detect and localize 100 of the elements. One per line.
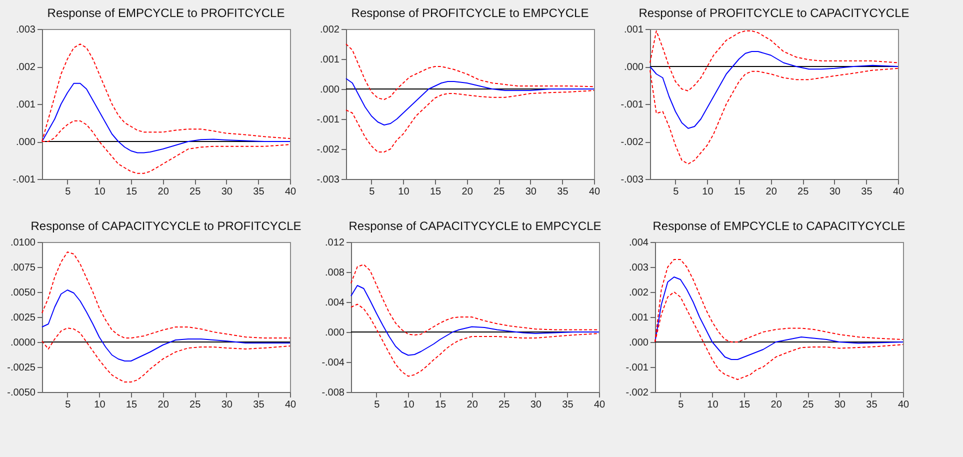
y-tick-label: .008 <box>325 268 345 278</box>
x-tick-label: 30 <box>525 186 537 198</box>
y-tick-label: .0075 <box>10 262 36 274</box>
x-tick-label: 30 <box>834 400 846 410</box>
x-tick-label: 25 <box>494 186 506 198</box>
y-tick-label: -.0050 <box>7 388 36 398</box>
y-tick-label: -.001 <box>12 174 36 186</box>
x-tick-label: 35 <box>253 400 265 410</box>
x-tick-label: 15 <box>434 400 447 410</box>
x-tick-label: 5 <box>65 400 72 410</box>
x-tick-label: 10 <box>707 400 719 410</box>
x-tick-label: 40 <box>892 186 904 198</box>
line-series <box>42 252 290 338</box>
x-tick-label: 40 <box>588 186 600 198</box>
line-series <box>346 90 594 152</box>
x-tick-label: 35 <box>866 400 878 410</box>
x-tick-label: 10 <box>94 400 106 410</box>
y-tick-label: .000 <box>629 338 649 348</box>
x-tick-label: 40 <box>898 400 910 410</box>
x-tick-label: 40 <box>284 400 296 410</box>
y-tick-label: .001 <box>629 312 649 324</box>
y-tick-label: -.003 <box>620 174 644 186</box>
y-tick-label: .0100 <box>10 238 36 248</box>
chart-title: Response of CAPACITYCYCLE to EMPCYCLE <box>348 219 602 233</box>
y-tick-label: .004 <box>325 298 345 308</box>
x-tick-label: 25 <box>802 400 814 410</box>
x-tick-label: 5 <box>369 186 376 198</box>
y-tick-label: .003 <box>16 24 36 36</box>
y-tick-label: .003 <box>629 262 649 274</box>
y-tick-label: .0025 <box>10 312 36 324</box>
x-tick-label: 40 <box>594 400 606 410</box>
chart-title: Response of CAPACITYCYCLE to PROFITCYCLE <box>30 219 302 233</box>
x-tick-label: 5 <box>65 186 72 198</box>
line-series <box>350 264 600 336</box>
x-tick-label: 20 <box>466 400 478 410</box>
x-tick-label: 30 <box>829 186 841 198</box>
line-series <box>346 44 594 100</box>
line-series <box>650 51 898 129</box>
x-tick-label: 35 <box>562 400 574 410</box>
y-tick-label: .002 <box>629 288 649 298</box>
x-tick-label: 20 <box>766 186 778 198</box>
y-tick-label: .004 <box>629 238 649 248</box>
x-tick-label: 30 <box>221 186 233 198</box>
y-tick-label: -.001 <box>620 100 644 110</box>
x-tick-label: 30 <box>221 400 233 410</box>
x-tick-label: 25 <box>498 400 510 410</box>
line-series <box>42 290 290 362</box>
y-tick-label: .000 <box>320 84 340 96</box>
x-tick-label: 25 <box>190 400 202 410</box>
y-tick-label: .000 <box>16 137 36 148</box>
x-tick-label: 5 <box>374 400 380 410</box>
y-tick-label: .0000 <box>10 338 36 348</box>
chart-title: Response of PROFITCYCLE to EMPCYCLE <box>351 6 589 20</box>
x-tick-label: 5 <box>678 400 684 410</box>
line-series <box>42 328 290 382</box>
chart-title: Response of EMPCYCLE to CAPACITYCYCLE <box>652 219 906 233</box>
y-tick-label: -.002 <box>626 388 649 398</box>
chart-title: Response of PROFITCYCLE to CAPACITYCYCLE <box>638 6 910 20</box>
y-tick-label: -.008 <box>322 388 345 398</box>
x-tick-label: 40 <box>284 186 296 198</box>
x-tick-label: 35 <box>253 186 265 198</box>
y-tick-label: .002 <box>320 24 340 36</box>
line-series <box>350 285 600 356</box>
y-tick-label: .001 <box>624 24 644 36</box>
x-tick-label: 15 <box>126 186 138 198</box>
x-tick-label: 15 <box>734 186 746 198</box>
y-tick-label: -.004 <box>322 358 345 368</box>
line-series <box>654 276 904 360</box>
line-series <box>42 82 290 154</box>
x-tick-label: 10 <box>702 186 714 198</box>
y-tick-label: .000 <box>325 328 345 338</box>
y-tick-label: -.001 <box>316 114 340 126</box>
y-tick-label: .001 <box>16 100 36 110</box>
y-tick-label: .002 <box>16 62 36 73</box>
chart-title: Response of EMPCYCLE to PROFITCYCLE <box>47 6 285 20</box>
y-tick-label: -.001 <box>626 362 649 374</box>
line-series <box>350 304 600 377</box>
y-tick-label: -.002 <box>620 137 644 148</box>
x-tick-label: 20 <box>770 400 782 410</box>
y-tick-label: .012 <box>325 238 345 248</box>
y-tick-label: -.002 <box>316 144 340 156</box>
x-tick-label: 15 <box>126 400 138 410</box>
y-tick-label: -.0025 <box>7 362 36 374</box>
x-tick-label: 10 <box>94 186 106 198</box>
y-tick-label: .000 <box>624 62 644 73</box>
y-tick-label: -.003 <box>316 174 340 186</box>
y-tick-label: .0050 <box>10 288 36 298</box>
x-tick-label: 15 <box>430 186 442 198</box>
line-series <box>346 78 594 126</box>
x-tick-label: 35 <box>557 186 569 198</box>
x-tick-label: 20 <box>158 400 170 410</box>
x-tick-label: 35 <box>861 186 873 198</box>
x-tick-label: 5 <box>673 186 680 198</box>
x-tick-label: 25 <box>190 186 202 198</box>
x-tick-label: 20 <box>158 186 170 198</box>
line-series <box>650 68 898 164</box>
x-tick-label: 10 <box>403 400 415 410</box>
x-tick-label: 20 <box>462 186 474 198</box>
x-tick-label: 25 <box>798 186 810 198</box>
x-tick-label: 15 <box>738 400 751 410</box>
